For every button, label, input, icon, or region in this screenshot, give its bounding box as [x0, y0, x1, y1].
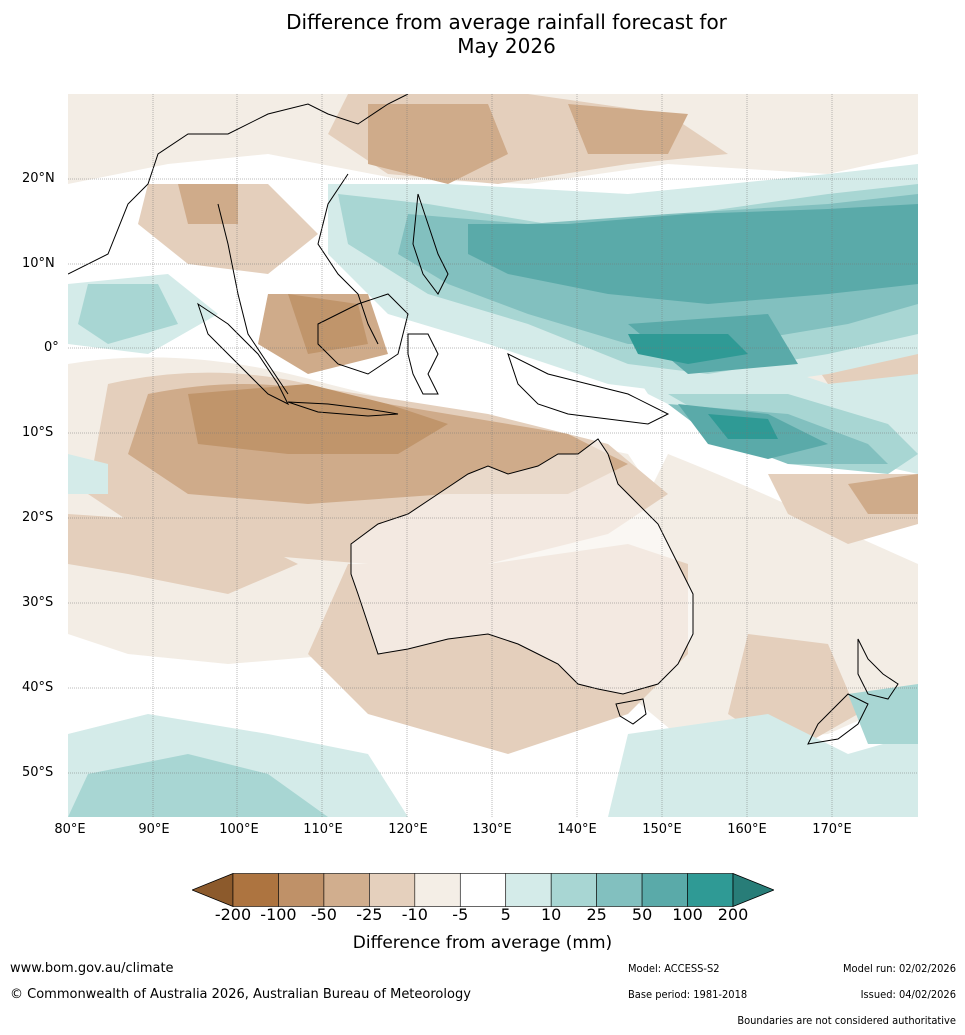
colorbar-bin [323, 873, 370, 907]
philippines-islands [412, 193, 449, 295]
lat-label-30s: 30°S [22, 595, 54, 610]
colorbar-title: Difference from average (mm) [352, 933, 613, 953]
colorbar-bin [278, 873, 325, 907]
sulawesi-island [407, 333, 439, 395]
lon-label-80e: 80°E [54, 822, 86, 837]
colorbar-bin [505, 873, 552, 907]
colorbar-tick-label: -5 [452, 905, 469, 924]
colorbar-tick-label: -10 [401, 905, 428, 924]
map-title-line2: May 2026 [457, 34, 556, 58]
colorbar-tick-label: 50 [631, 905, 653, 924]
colorbar-tick-label: -100 [260, 905, 297, 924]
footer-model-run: Model run: 02/02/2026 [843, 962, 956, 975]
lat-label-10n: 10°N [22, 256, 55, 271]
lat-label-40s: 40°S [22, 680, 54, 695]
colorbar-tick-label: -50 [310, 905, 337, 924]
colorbar-extend-high [732, 872, 776, 908]
lon-label-130e: 130°E [472, 822, 512, 837]
lat-label-50s: 50°S [22, 765, 54, 780]
lat-label-0: 0° [44, 340, 59, 355]
colorbar-bin [459, 873, 507, 907]
new-guinea-island [507, 353, 670, 425]
new-zealand-south-island [807, 693, 869, 745]
colorbar-tick-label: -25 [356, 905, 383, 924]
colorbar-tick-label: 10 [540, 905, 562, 924]
map-title: Difference from average rainfall forecas… [0, 10, 965, 58]
map-title-line1: Difference from average rainfall forecas… [286, 10, 727, 34]
colorbar-bin [596, 873, 643, 907]
colorbar [190, 872, 776, 908]
new-zealand-north-island [857, 638, 899, 700]
sumatra-island [197, 302, 290, 406]
lon-label-150e: 150°E [642, 822, 682, 837]
colorbar-tick-label: 5 [500, 905, 511, 924]
colorbar-tick-label: 25 [586, 905, 607, 924]
rainfall-map [68, 94, 918, 817]
map-gridlines [68, 94, 918, 817]
footer-copyright: © Commonwealth of Australia 2026, Austra… [10, 987, 471, 1002]
colorbar-tick-label: -200 [214, 905, 252, 924]
borneo-island [317, 293, 409, 375]
tasmania-landmass [615, 698, 647, 725]
footer-disclaimer: Boundaries are not considered authoritat… [737, 1014, 956, 1027]
footer-model: Model: ACCESS-S2 [628, 962, 720, 975]
lat-label-20n: 20°N [22, 171, 55, 186]
colorbar-tick-label: 200 [717, 905, 749, 924]
footer-base-period: Base period: 1981-2018 [628, 988, 748, 1001]
footer-issued: Issued: 04/02/2026 [860, 988, 956, 1001]
footer-url[interactable]: www.bom.gov.au/climate [10, 961, 174, 976]
rainfall-map-svg [68, 94, 918, 817]
colorbar-extend-low [190, 872, 234, 908]
lon-label-140e: 140°E [557, 822, 597, 837]
colorbar-bin [687, 873, 734, 907]
lat-label-20s: 20°S [22, 510, 54, 525]
colorbar-bin [414, 873, 461, 907]
australia-landmass [350, 438, 694, 695]
lon-label-90e: 90°E [138, 822, 170, 837]
lat-label-10s: 10°S [22, 425, 54, 440]
lon-label-160e: 160°E [727, 822, 767, 837]
colorbar-bin [232, 873, 279, 907]
java-island [287, 401, 399, 417]
colorbar-svg [190, 872, 776, 908]
lon-label-120e: 120°E [388, 822, 428, 837]
lon-label-170e: 170°E [812, 822, 852, 837]
asia-coastline [68, 94, 409, 395]
colorbar-bin [369, 873, 416, 907]
colorbar-bin [641, 873, 688, 907]
colorbar-tick-label: 100 [672, 905, 703, 924]
colorbar-bin [550, 873, 597, 907]
lon-label-110e: 110°E [303, 822, 343, 837]
lon-label-100e: 100°E [219, 822, 259, 837]
